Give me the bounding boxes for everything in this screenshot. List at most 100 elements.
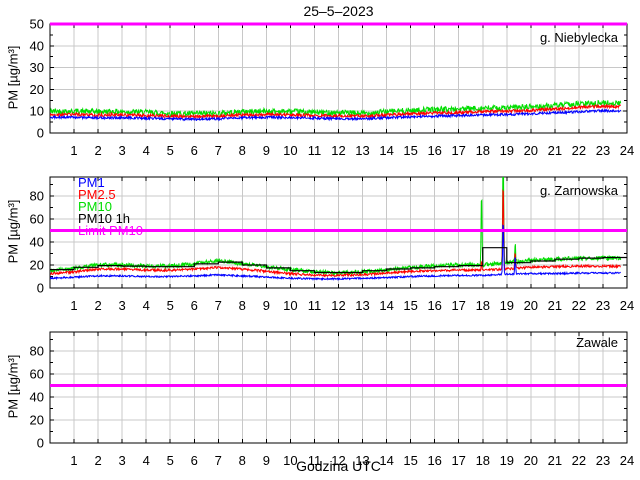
- panel-label-zawale: Zawale: [576, 335, 618, 350]
- svg-text:60: 60: [30, 212, 44, 227]
- svg-text:20: 20: [524, 298, 538, 313]
- svg-text:19: 19: [500, 143, 514, 158]
- svg-text:9: 9: [263, 143, 270, 158]
- svg-text:24: 24: [620, 298, 634, 313]
- svg-text:21: 21: [548, 298, 562, 313]
- svg-text:7: 7: [215, 143, 222, 158]
- svg-text:9: 9: [263, 298, 270, 313]
- svg-text:22: 22: [572, 453, 586, 468]
- svg-text:0: 0: [37, 126, 44, 141]
- svg-text:8: 8: [239, 453, 246, 468]
- svg-text:1: 1: [70, 298, 77, 313]
- svg-text:10: 10: [30, 104, 44, 119]
- svg-text:17: 17: [451, 453, 465, 468]
- svg-text:60: 60: [30, 367, 44, 382]
- svg-text:0: 0: [37, 281, 44, 296]
- svg-text:14: 14: [379, 453, 393, 468]
- svg-text:22: 22: [572, 143, 586, 158]
- svg-text:12: 12: [331, 143, 345, 158]
- svg-text:16: 16: [427, 453, 441, 468]
- chart-title: 25–5–2023: [303, 3, 374, 19]
- svg-text:8: 8: [239, 143, 246, 158]
- svg-text:24: 24: [620, 143, 634, 158]
- svg-text:19: 19: [500, 298, 514, 313]
- svg-text:11: 11: [308, 453, 322, 468]
- svg-text:15: 15: [403, 143, 417, 158]
- svg-text:80: 80: [30, 189, 44, 204]
- svg-text:7: 7: [215, 298, 222, 313]
- svg-text:15: 15: [403, 298, 417, 313]
- svg-text:16: 16: [427, 298, 441, 313]
- svg-text:21: 21: [548, 143, 562, 158]
- svg-text:3: 3: [118, 453, 125, 468]
- svg-text:10: 10: [283, 453, 297, 468]
- svg-text:2: 2: [94, 453, 101, 468]
- svg-text:14: 14: [379, 143, 393, 158]
- svg-text:3: 3: [118, 143, 125, 158]
- svg-text:23: 23: [596, 298, 610, 313]
- svg-text:20: 20: [30, 258, 44, 273]
- svg-text:2: 2: [94, 298, 101, 313]
- svg-text:4: 4: [143, 298, 150, 313]
- svg-text:17: 17: [451, 143, 465, 158]
- svg-text:7: 7: [215, 453, 222, 468]
- svg-text:4: 4: [143, 143, 150, 158]
- svg-text:13: 13: [355, 453, 369, 468]
- svg-text:11: 11: [308, 143, 322, 158]
- panel-1-series: [50, 177, 627, 281]
- y-axis-label-panel3: PM [µg/m³]: [5, 354, 21, 419]
- svg-text:6: 6: [191, 453, 198, 468]
- svg-text:14: 14: [379, 298, 393, 313]
- y-axis-label-panel2: PM [µg/m³]: [5, 199, 21, 264]
- panel-label-niebylecka: g. Niebylecka: [539, 30, 618, 45]
- svg-text:20: 20: [524, 453, 538, 468]
- svg-text:3: 3: [118, 298, 125, 313]
- legend-item-pm1: PM1: [78, 175, 105, 190]
- svg-text:18: 18: [476, 453, 490, 468]
- panel-0-series: [50, 99, 622, 122]
- svg-text:10: 10: [283, 143, 297, 158]
- x-axis-label: Godzina UTC: [296, 458, 381, 474]
- svg-text:0: 0: [37, 436, 44, 451]
- svg-text:6: 6: [191, 143, 198, 158]
- legend-item-pm10: PM10: [78, 199, 112, 214]
- svg-text:16: 16: [427, 143, 441, 158]
- svg-text:23: 23: [596, 453, 610, 468]
- svg-text:2: 2: [94, 143, 101, 158]
- svg-text:17: 17: [451, 298, 465, 313]
- svg-text:1: 1: [70, 143, 77, 158]
- svg-text:19: 19: [500, 453, 514, 468]
- svg-text:9: 9: [263, 453, 270, 468]
- svg-text:5: 5: [167, 298, 174, 313]
- svg-text:50: 50: [30, 17, 44, 32]
- svg-text:40: 40: [30, 390, 44, 405]
- svg-text:18: 18: [476, 298, 490, 313]
- svg-text:15: 15: [403, 453, 417, 468]
- svg-text:18: 18: [476, 143, 490, 158]
- svg-text:24: 24: [620, 453, 634, 468]
- svg-text:5: 5: [167, 143, 174, 158]
- svg-text:4: 4: [143, 453, 150, 468]
- svg-text:5: 5: [167, 453, 174, 468]
- panel-label-zarnowska: g. Zarnowska: [539, 183, 618, 198]
- svg-text:20: 20: [30, 82, 44, 97]
- svg-text:13: 13: [355, 143, 369, 158]
- svg-text:20: 20: [30, 413, 44, 428]
- svg-text:20: 20: [524, 143, 538, 158]
- svg-text:40: 40: [30, 235, 44, 250]
- legend-item-pm10-1h: PM10 1h: [78, 211, 131, 226]
- y-axis-label-panel1: PM [µg/m³]: [5, 45, 21, 110]
- svg-text:1: 1: [70, 453, 77, 468]
- legend-item-pm25: PM2.5: [78, 187, 116, 202]
- svg-text:12: 12: [331, 453, 345, 468]
- svg-text:40: 40: [30, 38, 44, 53]
- svg-text:11: 11: [308, 298, 322, 313]
- svg-text:30: 30: [30, 60, 44, 75]
- svg-text:80: 80: [30, 344, 44, 359]
- svg-text:21: 21: [548, 453, 562, 468]
- svg-text:10: 10: [283, 298, 297, 313]
- legend-item-limit-pm10: Limit PM10: [78, 223, 144, 238]
- svg-text:12: 12: [331, 298, 345, 313]
